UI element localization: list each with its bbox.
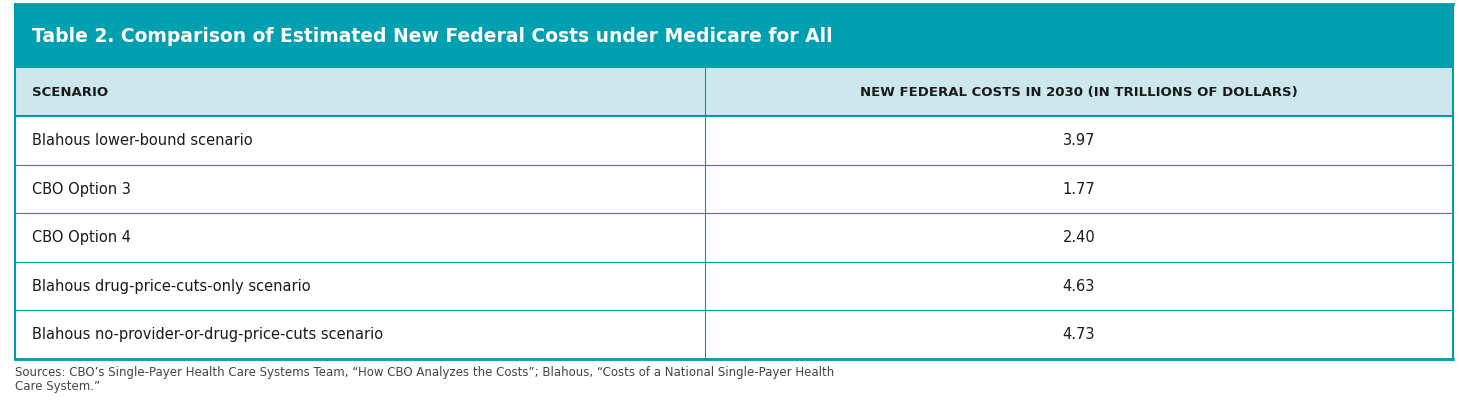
- Text: Sources: CBO’s Single-Payer Health Care Systems Team, “How CBO Analyzes the Cost: Sources: CBO’s Single-Payer Health Care …: [15, 366, 834, 379]
- Bar: [15, 68, 1453, 116]
- Bar: [15, 4, 1453, 68]
- Text: Blahous lower-bound scenario: Blahous lower-bound scenario: [32, 133, 252, 148]
- Text: Blahous no-provider-or-drug-price-cuts scenario: Blahous no-provider-or-drug-price-cuts s…: [32, 327, 383, 342]
- Text: NEW FEDERAL COSTS IN 2030 (IN TRILLIONS OF DOLLARS): NEW FEDERAL COSTS IN 2030 (IN TRILLIONS …: [860, 86, 1298, 99]
- Text: 4.63: 4.63: [1063, 278, 1095, 294]
- Text: Table 2. Comparison of Estimated New Federal Costs under Medicare for All: Table 2. Comparison of Estimated New Fed…: [32, 27, 832, 46]
- Bar: [15, 116, 1453, 165]
- Bar: [15, 262, 1453, 310]
- Text: 2.40: 2.40: [1063, 230, 1095, 245]
- Text: CBO Option 3: CBO Option 3: [32, 181, 131, 197]
- Text: Care System.”: Care System.”: [15, 380, 100, 393]
- Text: 1.77: 1.77: [1063, 181, 1095, 197]
- Text: 4.73: 4.73: [1063, 327, 1095, 342]
- Text: 3.97: 3.97: [1063, 133, 1095, 148]
- Bar: [15, 310, 1453, 359]
- Text: CBO Option 4: CBO Option 4: [32, 230, 131, 245]
- Bar: [15, 165, 1453, 213]
- Bar: [15, 213, 1453, 262]
- Text: Blahous drug-price-cuts-only scenario: Blahous drug-price-cuts-only scenario: [32, 278, 311, 294]
- Text: SCENARIO: SCENARIO: [32, 86, 109, 99]
